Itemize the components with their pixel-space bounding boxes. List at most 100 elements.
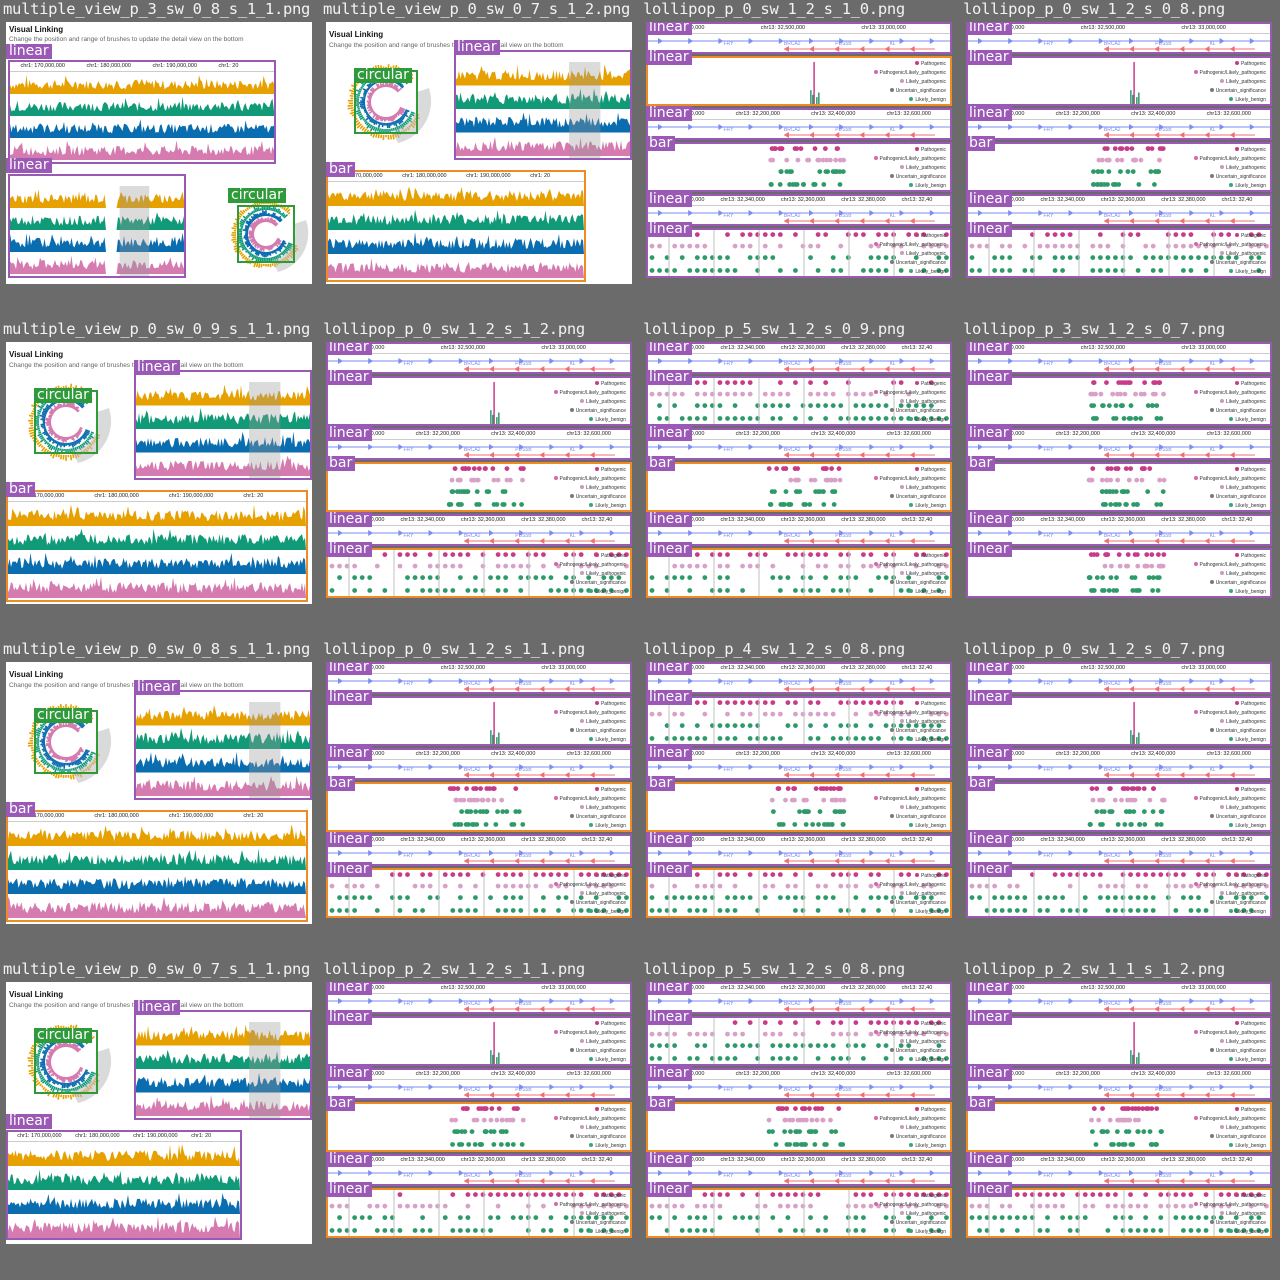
linear-detail-panel[interactable]: chr1: 170,000,000 chr1: 180,000,000 chr1: … bbox=[6, 1130, 242, 1240]
lollipop-panel[interactable]: Pathogenic Pathogenic/Likely_pathogenic Li… bbox=[646, 228, 952, 278]
gene-label: PDS5B bbox=[1155, 41, 1172, 47]
lollipop-panel[interactable]: Pathogenic Pathogenic/Likely_pathogenic Li… bbox=[646, 548, 952, 598]
linear-overview-panel[interactable] bbox=[454, 50, 632, 160]
lollipop-panel[interactable]: Pathogenic Pathogenic/Likely_pathogenic Li… bbox=[646, 142, 952, 192]
linear-overview-panel[interactable] bbox=[134, 370, 312, 480]
clinvar-legend: Pathogenic Pathogenic/Likely_pathogenic Li… bbox=[553, 700, 626, 744]
lollipop-panel[interactable]: Pathogenic Pathogenic/Likely_pathogenic Li… bbox=[966, 548, 1272, 598]
clinvar-legend: Pathogenic Pathogenic/Likely_pathogenic Li… bbox=[873, 60, 946, 104]
lollipop-panel[interactable]: Pathogenic Pathogenic/Likely_pathogenic Li… bbox=[326, 696, 632, 746]
linear-detail-panel[interactable]: chr1: 170,000,000 chr1: 180,000,000 chr1: … bbox=[6, 490, 308, 602]
gene-label: PDS5B bbox=[515, 681, 532, 687]
legend-label: Pathogenic/Likely_pathogenic bbox=[559, 882, 626, 888]
ruler-tick-label: chr13: 32,40 bbox=[1221, 837, 1253, 843]
linear-overview-panel[interactable] bbox=[134, 1010, 312, 1120]
lollipop-panel[interactable]: Pathogenic Pathogenic/Likely_pathogenic Li… bbox=[646, 1102, 952, 1152]
lollipop-panel[interactable]: Pathogenic Pathogenic/Likely_pathogenic Li… bbox=[966, 228, 1272, 278]
lollipop-panel[interactable]: Pathogenic Pathogenic/Likely_pathogenic Li… bbox=[966, 696, 1272, 746]
lollipop-panel[interactable]: Pathogenic Pathogenic/Likely_pathogenic Li… bbox=[646, 1188, 952, 1238]
legend-dot bbox=[873, 390, 878, 394]
ruler-tick-label: chr13: 32,600,000 bbox=[566, 751, 611, 757]
linear-detail-panel[interactable] bbox=[8, 174, 186, 278]
linear-detail-panel[interactable]: chr1: 170,000,000 chr1: 180,000,000 chr1: … bbox=[326, 170, 586, 282]
legend-dot bbox=[1219, 79, 1224, 83]
lollipop-panel[interactable]: Pathogenic Pathogenic/Likely_pathogenic Li… bbox=[966, 1188, 1272, 1238]
lollipop-panel[interactable]: Pathogenic Pathogenic/Likely_pathogenic Li… bbox=[646, 376, 952, 426]
lollipop-panel[interactable]: Pathogenic Pathogenic/Likely_pathogenic Li… bbox=[966, 782, 1272, 832]
lollipop-panel[interactable]: Pathogenic Pathogenic/Likely_pathogenic Li… bbox=[966, 462, 1272, 512]
lollipop-panel[interactable]: Pathogenic Pathogenic/Likely_pathogenic Li… bbox=[966, 868, 1272, 918]
lollipop-panel[interactable]: Pathogenic Pathogenic/Likely_pathogenic Li… bbox=[646, 56, 952, 106]
lollipop-panel[interactable]: Pathogenic Pathogenic/Likely_pathogenic Li… bbox=[646, 696, 952, 746]
ruler-tick-label: chr1: 190,000,000 bbox=[168, 813, 214, 819]
lollipop-panel[interactable]: Pathogenic Pathogenic/Likely_pathogenic Li… bbox=[326, 1016, 632, 1066]
linear-detail-panel[interactable]: chr1: 170,000,000 chr1: 180,000,000 chr1: … bbox=[6, 810, 308, 922]
lollipop-panel[interactable]: Pathogenic Pathogenic/Likely_pathogenic Li… bbox=[326, 376, 632, 426]
lollipop-panel[interactable]: Pathogenic Pathogenic/Likely_pathogenic Li… bbox=[646, 868, 952, 918]
ruler-tick-label: chr1: 170,000,000 bbox=[19, 493, 65, 499]
lollipop-panel[interactable]: Pathogenic Pathogenic/Likely_pathogenic Li… bbox=[646, 462, 952, 512]
legend-dot bbox=[1209, 174, 1214, 178]
ruler-tick-label: chr1: 20 bbox=[243, 813, 264, 819]
legend-item: Pathogenic/Likely_pathogenic bbox=[873, 69, 946, 78]
legend-dot bbox=[589, 909, 594, 913]
lollipop-panel[interactable]: Pathogenic Pathogenic/Likely_pathogenic Li… bbox=[966, 56, 1272, 106]
area-track bbox=[8, 552, 306, 574]
linear-overview-panel[interactable]: chr1: 170,000,000 chr1: 180,000,000 chr1: … bbox=[8, 60, 276, 164]
lollipop-panel[interactable]: Pathogenic Pathogenic/Likely_pathogenic Li… bbox=[326, 462, 632, 512]
lollipop-panel[interactable]: Pathogenic Pathogenic/Likely_pathogenic Li… bbox=[326, 868, 632, 918]
legend-dot bbox=[909, 503, 914, 507]
lollipop-panel[interactable]: Pathogenic Pathogenic/Likely_pathogenic Li… bbox=[326, 1188, 632, 1238]
lollipop-panel[interactable]: Pathogenic Pathogenic/Likely_pathogenic Li… bbox=[326, 782, 632, 832]
lollipop-panel[interactable]: Pathogenic Pathogenic/Likely_pathogenic Li… bbox=[326, 1102, 632, 1152]
legend-dot bbox=[579, 1125, 584, 1129]
gene-label: FRY bbox=[404, 853, 415, 859]
ruler-tick-label: chr13: 32,40 bbox=[901, 837, 933, 843]
lollipop-panel[interactable]: Pathogenic Pathogenic/Likely_pathogenic Li… bbox=[646, 782, 952, 832]
lollipop-panel[interactable]: Pathogenic Pathogenic/Likely_pathogenic Li… bbox=[966, 142, 1272, 192]
cell-filename-title: lollipop_p_4_sw_1_2_s_0_8.png bbox=[643, 640, 905, 658]
lollipop-panel[interactable]: Pathogenic Pathogenic/Likely_pathogenic Li… bbox=[646, 1016, 952, 1066]
legend-item: Pathogenic bbox=[874, 60, 946, 69]
linear-overview-panel[interactable] bbox=[134, 690, 312, 800]
lollipop-panel[interactable]: Pathogenic Pathogenic/Likely_pathogenic Li… bbox=[966, 1102, 1272, 1152]
lollipop-panel[interactable]: Pathogenic Pathogenic/Likely_pathogenic Li… bbox=[326, 548, 632, 598]
lollipop-panel[interactable]: Pathogenic Pathogenic/Likely_pathogenic Li… bbox=[966, 1016, 1272, 1066]
legend-label: Uncertain_significance bbox=[895, 1134, 946, 1140]
lollipop-panel[interactable]: Pathogenic Pathogenic/Likely_pathogenic Li… bbox=[966, 376, 1272, 426]
